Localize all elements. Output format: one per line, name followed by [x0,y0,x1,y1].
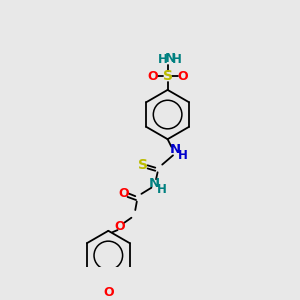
Text: O: O [103,286,114,299]
Text: H: H [178,149,188,162]
Text: H: H [172,53,182,66]
Text: O: O [178,70,188,83]
Text: N: N [149,177,160,190]
Text: S: S [163,69,172,83]
Text: H: H [157,183,167,196]
Text: O: O [118,187,129,200]
Text: O: O [147,70,158,83]
Text: S: S [138,158,148,172]
Text: O: O [115,220,125,233]
Text: N: N [164,52,175,65]
Text: H: H [158,53,168,66]
Text: N: N [170,143,181,157]
